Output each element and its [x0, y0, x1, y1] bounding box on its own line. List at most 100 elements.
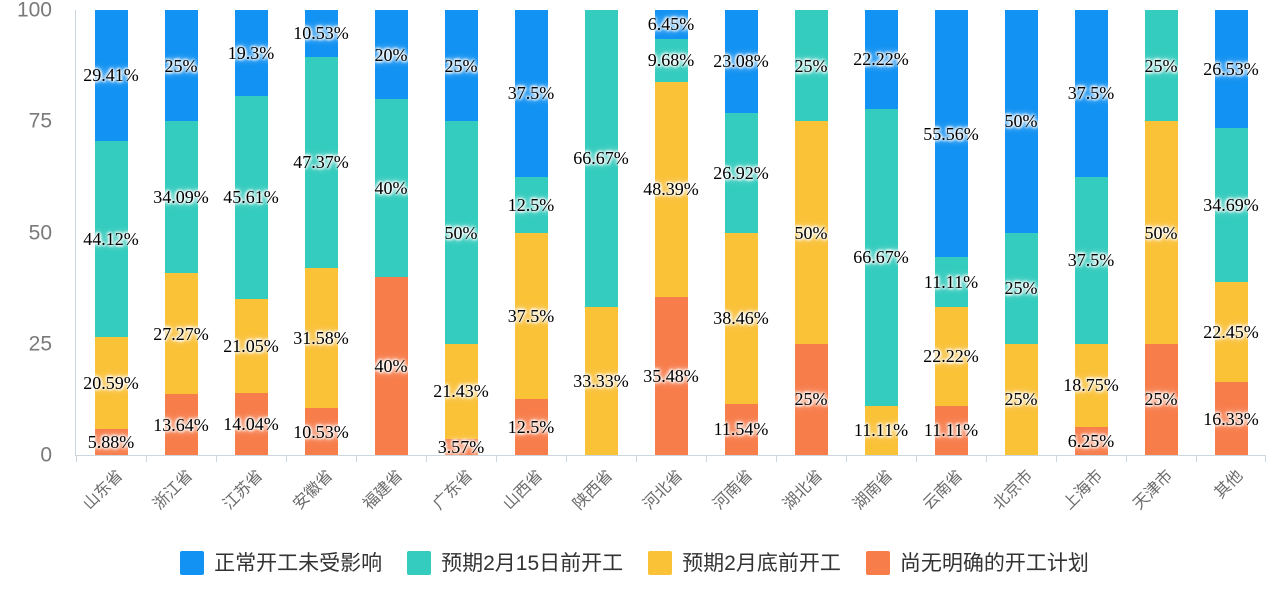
bar-segment[interactable]	[1144, 10, 1178, 122]
bar-segment[interactable]	[304, 408, 338, 455]
legend-item-before-feb-end[interactable]: 预期2月底前开工	[648, 551, 841, 575]
bar-segment[interactable]	[864, 405, 898, 455]
bar-segment[interactable]	[94, 10, 128, 141]
bar-segment[interactable]	[514, 232, 548, 400]
bar-segment[interactable]	[1074, 176, 1108, 344]
x-axis-label: 湖北省	[780, 467, 827, 514]
bar-segment[interactable]	[584, 306, 618, 455]
segment-value-label: 25%	[1004, 278, 1038, 299]
bar-segment[interactable]	[724, 112, 758, 233]
bar-segment[interactable]	[234, 95, 268, 299]
x-axis-label: 云南省	[920, 467, 967, 514]
bar-segment[interactable]	[794, 121, 828, 344]
bar-segment[interactable]	[1074, 343, 1108, 428]
axis-tick	[356, 455, 357, 462]
bar-segment[interactable]	[374, 10, 408, 99]
bar-segment[interactable]	[514, 176, 548, 233]
segment-value-label: 25%	[1004, 389, 1038, 410]
bar-segment[interactable]	[1214, 128, 1248, 283]
segment-value-label: 34.09%	[153, 187, 209, 208]
bar-segment[interactable]	[934, 257, 968, 307]
bar-segment[interactable]	[654, 10, 688, 39]
segment-value-label: 26.92%	[713, 162, 769, 183]
bar-segment[interactable]	[374, 99, 408, 277]
segment-value-label: 31.58%	[293, 327, 349, 348]
segment-value-label: 12.5%	[507, 417, 555, 438]
segment-value-label: 66.67%	[853, 247, 909, 268]
bar-segment[interactable]	[164, 394, 198, 455]
segment-value-label: 37.5%	[507, 305, 555, 326]
bar-segment[interactable]	[654, 81, 688, 298]
bar-segment[interactable]	[864, 108, 898, 406]
bar-segment[interactable]	[794, 343, 828, 455]
bar-segment[interactable]	[444, 343, 478, 440]
bar-segment[interactable]	[1074, 427, 1108, 455]
axis-tick	[776, 455, 777, 462]
bar-segment[interactable]	[444, 121, 478, 344]
bar-segment[interactable]	[724, 403, 758, 455]
bar-segment[interactable]	[304, 267, 338, 409]
bar-segment[interactable]	[234, 298, 268, 393]
bar-segment[interactable]	[1214, 10, 1248, 129]
axis-tick	[636, 455, 637, 462]
bar-segment[interactable]	[724, 232, 758, 404]
bar-segment[interactable]	[444, 439, 478, 455]
bar-segment[interactable]	[1214, 382, 1248, 455]
y-axis-label: 75	[28, 109, 52, 133]
bar-segment[interactable]	[94, 140, 128, 338]
segment-value-label: 27.27%	[153, 323, 209, 344]
axis-tick	[496, 455, 497, 462]
bar-segment[interactable]	[1004, 343, 1038, 455]
bar-segment[interactable]	[934, 405, 968, 455]
bar-segment[interactable]	[304, 56, 338, 268]
segment-value-label: 40%	[374, 178, 408, 198]
segment-value-label: 21.43%	[433, 381, 489, 402]
legend-item-before-feb15[interactable]: 预期2月15日前开工	[407, 551, 623, 575]
segment-value-label: 11.11%	[923, 420, 979, 441]
legend-item-no-plan[interactable]: 尚无明确的开工计划	[865, 551, 1089, 575]
legend-item-normal-start[interactable]: 正常开工未受影响	[180, 551, 382, 575]
bar-segment[interactable]	[1144, 343, 1178, 455]
segment-value-label: 19.3%	[227, 42, 275, 63]
bar-segment[interactable]	[234, 392, 268, 455]
bar-segment[interactable]	[1074, 10, 1108, 177]
bar-segment[interactable]	[1004, 232, 1038, 344]
bar-segment[interactable]	[94, 337, 128, 429]
bar-segment[interactable]	[1004, 10, 1038, 233]
bar-segment[interactable]	[514, 10, 548, 177]
x-axis-label: 江苏省	[220, 467, 267, 514]
segment-value-label: 11.54%	[713, 419, 769, 440]
bar-segment[interactable]	[794, 10, 828, 122]
legend-label: 正常开工未受影响	[214, 551, 383, 575]
bar-segment[interactable]	[934, 306, 968, 406]
bar-segment[interactable]	[724, 10, 758, 113]
x-axis-label: 安徽省	[290, 467, 337, 514]
bar-segment[interactable]	[164, 272, 198, 395]
bar-segment[interactable]	[164, 121, 198, 273]
bar-segment[interactable]	[234, 10, 268, 96]
segment-value-label: 25%	[794, 389, 828, 410]
x-axis-label: 福建省	[360, 467, 407, 514]
legend-swatch-orange	[865, 551, 890, 575]
bar-segment[interactable]	[374, 277, 408, 455]
bar-segment[interactable]	[934, 10, 968, 258]
bar-segment[interactable]	[584, 10, 618, 307]
bar-segment[interactable]	[304, 9, 338, 57]
segment-value-label: 37.5%	[1067, 83, 1115, 104]
bar-segment[interactable]	[1144, 121, 1178, 344]
bar-segment[interactable]	[444, 10, 478, 122]
axis-tick	[916, 455, 917, 462]
segment-value-label: 25%	[1144, 55, 1178, 76]
segment-value-label: 37.5%	[507, 83, 555, 104]
segment-value-label: 33.33%	[573, 370, 629, 391]
bar-segment[interactable]	[164, 10, 198, 122]
bar-segment[interactable]	[514, 399, 548, 455]
x-axis-label: 浙江省	[150, 467, 197, 514]
bar-segment[interactable]	[654, 297, 688, 455]
bar-segment[interactable]	[1214, 282, 1248, 383]
bar-segment[interactable]	[864, 10, 898, 109]
bar-segment[interactable]	[94, 428, 128, 455]
x-axis-label: 山西省	[500, 467, 547, 514]
bar-segment[interactable]	[654, 38, 688, 82]
